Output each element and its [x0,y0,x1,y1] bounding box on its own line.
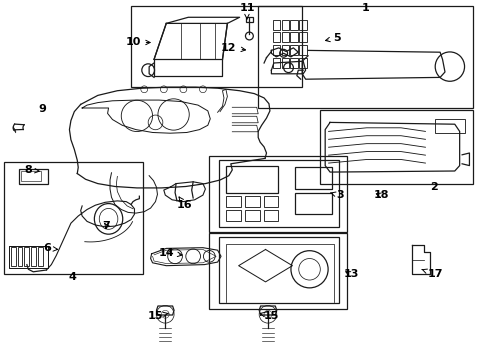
Bar [244,196,259,207]
Bar [299,20,306,30]
Bar [4,162,142,274]
Text: 14: 14 [158,248,182,258]
Bar [209,156,346,232]
Text: 15: 15 [260,311,279,321]
Text: 17: 17 [421,269,442,279]
Bar [263,210,278,221]
Bar [290,20,297,30]
Bar [281,32,288,42]
Bar [263,196,278,207]
Bar [272,32,280,42]
Text: 11: 11 [239,3,254,19]
Bar [21,171,41,181]
Bar [226,196,241,207]
Bar [226,210,241,221]
Bar [281,45,288,55]
Bar [245,17,252,22]
Bar [219,160,338,227]
Bar [290,32,297,42]
Bar [272,58,280,68]
Bar [290,58,297,68]
Bar [434,119,464,133]
Text: 1: 1 [361,3,369,13]
Bar [18,247,22,266]
Bar [226,166,277,193]
Bar [299,32,306,42]
Text: 3: 3 [330,190,343,201]
Text: 16: 16 [177,197,192,210]
Bar [294,193,331,214]
Bar [31,247,36,266]
Bar [281,58,288,68]
Text: 2: 2 [429,182,437,192]
Text: 4: 4 [68,272,76,282]
Bar [209,233,346,309]
Bar [258,6,472,108]
Bar [19,169,48,184]
Bar [320,110,472,184]
Bar [272,45,280,55]
Text: 12: 12 [221,43,245,53]
Bar [24,247,29,266]
Bar [38,247,43,266]
Bar [11,247,16,266]
Text: 8: 8 [24,165,39,175]
Text: 18: 18 [373,190,388,201]
Text: 6: 6 [43,243,58,253]
Bar [219,237,338,303]
Text: 7: 7 [102,221,110,231]
Bar [299,45,306,55]
Bar [299,58,306,68]
Text: 10: 10 [125,37,150,48]
Text: 13: 13 [343,269,358,279]
Text: 5: 5 [325,33,341,43]
Text: 9: 9 [38,104,46,114]
Bar [131,6,302,87]
Text: 15: 15 [147,311,168,321]
Bar [272,20,280,30]
Bar [244,210,259,221]
Bar [294,167,331,189]
Bar [281,20,288,30]
Bar [290,45,297,55]
